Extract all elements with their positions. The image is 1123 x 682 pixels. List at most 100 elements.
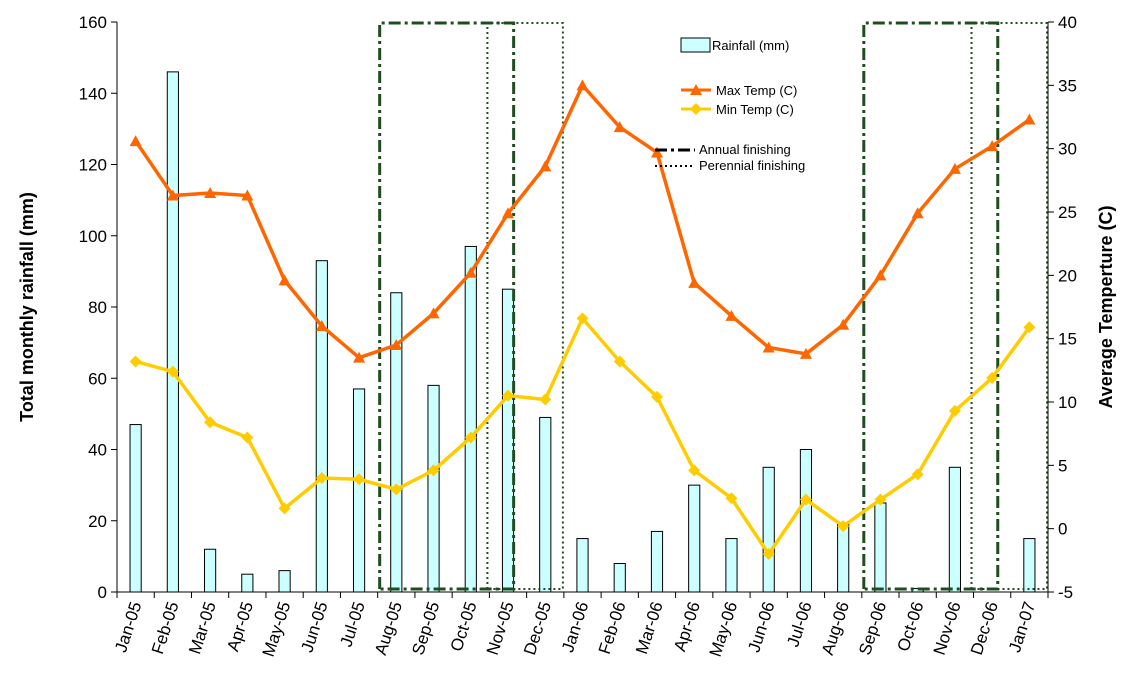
min-temp-point — [129, 355, 142, 368]
max-temp-point — [986, 140, 999, 152]
min-temp-point — [464, 431, 477, 444]
y2-tick-label: 35 — [1058, 76, 1077, 95]
legend-label: Annual finishing — [699, 142, 791, 157]
max-temp-point — [650, 146, 663, 158]
y-tick-label: 0 — [98, 583, 107, 602]
x-tick-label: Aug-05 — [371, 599, 406, 657]
min-temp-point — [986, 371, 999, 384]
min-temp-point — [539, 393, 552, 406]
max-temp-point — [241, 189, 254, 201]
x-tick-label: May-06 — [706, 599, 742, 659]
max-temp-point — [874, 269, 887, 281]
y2-tick-label: -5 — [1058, 583, 1073, 602]
legend-label: Min Temp (C) — [716, 102, 794, 117]
y-tick-label: 60 — [88, 369, 107, 388]
rainfall-bar — [241, 573, 254, 593]
max-temp-point — [613, 121, 626, 133]
x-tick-label: Mar-06 — [632, 599, 667, 656]
finishing-periods — [378, 21, 1048, 591]
max-temp-point — [129, 135, 142, 147]
x-tick-label: Jun-05 — [297, 599, 331, 654]
max-temp-point — [204, 187, 217, 198]
min-temp-point — [427, 464, 440, 477]
x-tick-label: Jan-06 — [558, 599, 592, 654]
max-temp-point — [799, 347, 812, 359]
rainfall-bar — [539, 416, 552, 593]
min-temp-point — [278, 502, 291, 515]
y2-tick-label: 30 — [1058, 140, 1077, 159]
x-tick-label: Jun-06 — [744, 599, 778, 654]
x-tick-label: Apr-06 — [670, 599, 704, 653]
min-temp-point — [315, 472, 328, 484]
rainfall-bar — [278, 570, 291, 593]
rainfall-bar — [129, 424, 142, 593]
rainfall-bar — [762, 466, 775, 593]
max-temp-point — [166, 189, 179, 201]
x-tick-label: Dec-06 — [967, 599, 1002, 657]
max-temp-point — [464, 266, 477, 278]
y-tick-label: 80 — [88, 298, 107, 317]
x-tick-label: Jul-05 — [336, 599, 368, 649]
min-temp-point — [725, 492, 738, 505]
y2-tick-label: 25 — [1058, 203, 1077, 222]
y-tick-label: 120 — [79, 156, 107, 175]
legend-marker-max-temp — [690, 84, 702, 95]
legend: Rainfall (mm) Max Temp (C) Min Temp (C) Ann… — [655, 37, 805, 173]
y-tick-label: 160 — [79, 13, 107, 32]
max-temp-point — [837, 318, 850, 330]
rainfall-bar — [837, 523, 850, 593]
legend-label: Max Temp (C) — [716, 83, 797, 98]
rainfall-bar — [613, 563, 626, 593]
rainfall-bar — [874, 502, 887, 593]
y-axis-title: Total monthly rainfall (mm) — [17, 192, 37, 422]
finishing-period-span — [486, 22, 564, 590]
legend-label: Rainfall (mm) — [712, 38, 789, 53]
rainfall-bar — [1023, 538, 1036, 593]
max-temp-point — [1023, 113, 1036, 125]
x-tick-label: Jul-06 — [783, 599, 815, 649]
y2-tick-label: 0 — [1058, 520, 1067, 539]
rainfall-bar — [166, 71, 179, 593]
max-temp-point — [911, 207, 924, 219]
y2-tick-label: 15 — [1058, 330, 1077, 349]
x-tick-label: Oct-05 — [447, 599, 481, 653]
x-tick-label: Apr-05 — [223, 599, 257, 653]
y2-tick-label: 10 — [1058, 393, 1077, 412]
rainfall-bar — [204, 548, 217, 593]
rainfall-bar — [725, 538, 738, 593]
max-temp-point — [762, 341, 775, 353]
min-temp-point — [576, 312, 589, 325]
max-temp-point — [576, 79, 589, 91]
rainfall-bar — [390, 292, 403, 593]
max-temp-point — [502, 207, 515, 219]
legend-marker-min-temp — [690, 103, 702, 115]
plot-background — [117, 22, 1048, 592]
rainfall-bar — [948, 466, 961, 593]
max-temp-point — [948, 162, 961, 174]
rainfall-bar — [650, 530, 664, 593]
x-tick-label: Sep-06 — [855, 599, 890, 657]
min-temp-point — [688, 464, 701, 477]
rainfall-bars — [129, 71, 1036, 593]
y2-tick-label: 40 — [1058, 13, 1077, 32]
max-temp-point — [725, 309, 738, 321]
finishing-period-span — [862, 21, 1000, 591]
x-tick-label: Jan-05 — [111, 599, 145, 654]
min-temp-point — [204, 416, 217, 429]
legend-swatch-rainfall — [680, 37, 711, 53]
min-temp-point — [911, 468, 924, 481]
min-temp-point — [241, 431, 254, 444]
rainfall-bar — [688, 484, 701, 593]
x-tick-label: Aug-06 — [818, 599, 853, 657]
rainfall-bar — [352, 388, 366, 593]
min-temp-point — [166, 365, 179, 378]
max-temp-point — [315, 320, 328, 331]
max-temp-point — [427, 307, 440, 319]
x-tick-label: Jan-07 — [1005, 599, 1039, 654]
x-tick-label: Feb-05 — [148, 599, 183, 656]
max-temp-point — [539, 160, 552, 172]
x-tick-label: Oct-06 — [894, 599, 928, 653]
x-tick-label: Dec-05 — [520, 599, 555, 657]
min-temp-point — [353, 473, 366, 486]
